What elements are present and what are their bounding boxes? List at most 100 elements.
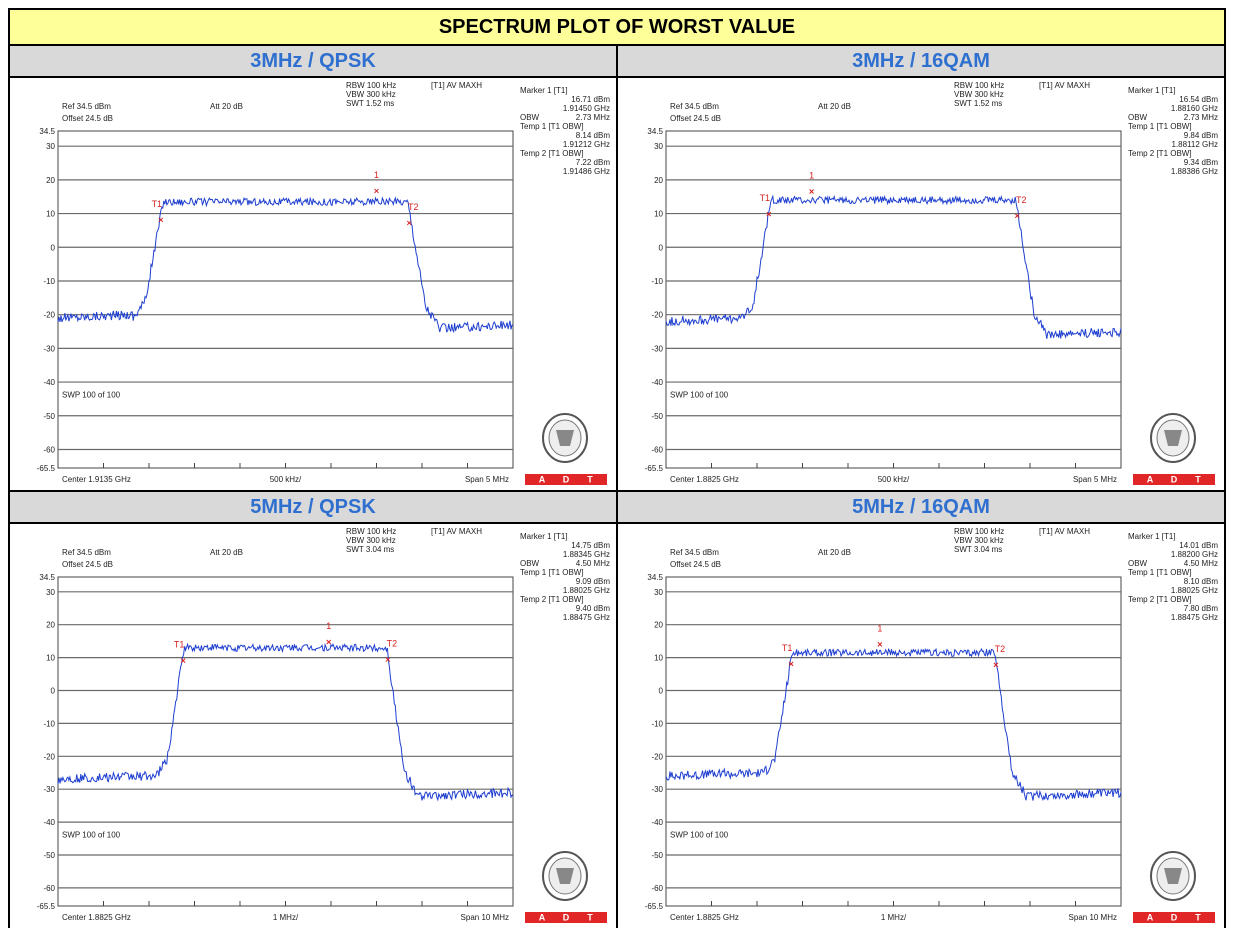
- y-tick-label: 20: [46, 176, 55, 185]
- readout-line: Temp 1 [T1 OBW]: [1128, 568, 1192, 577]
- marker-label: T2: [995, 644, 1006, 654]
- spectrum-trace: [665, 647, 1122, 802]
- y-tick-label: 30: [46, 588, 55, 597]
- readout-line: 8.10 dBm: [1184, 577, 1219, 586]
- adt-letter: T: [587, 475, 593, 485]
- temp-marker: T2: [406, 202, 419, 226]
- attenuation-label: Att 20 dB: [210, 548, 243, 557]
- readout-line: 1.88475 GHz: [563, 613, 610, 622]
- attenuation-label: Att 20 dB: [818, 102, 851, 111]
- y-tick-label: 30: [654, 588, 663, 597]
- center-freq-label: Center 1.9135 GHz: [62, 475, 131, 484]
- readout-line: 1.88025 GHz: [1171, 586, 1218, 595]
- y-tick-label: -10: [43, 277, 55, 286]
- marker-label: T1: [174, 640, 185, 650]
- y-tick-label: -65.5: [37, 902, 56, 911]
- y-tick-label: -65.5: [37, 464, 56, 473]
- readout-line: 1.88200 GHz: [1171, 550, 1218, 559]
- readout-line: 1.91212 GHz: [563, 140, 610, 149]
- sweep-count-label: SWP 100 of 100: [62, 830, 121, 839]
- readout-line: 1.88160 GHz: [1171, 104, 1218, 113]
- y-tick-label: -50: [43, 412, 55, 421]
- y-tick-label: -30: [651, 785, 663, 794]
- readout-line: 14.75 dBm: [571, 541, 610, 550]
- y-tick-label: -10: [43, 719, 55, 728]
- cell-heading: 3MHz / QPSK: [10, 46, 616, 78]
- readout-line: 1.88025 GHz: [563, 586, 610, 595]
- bureau-veritas-seal-icon: [1150, 413, 1196, 463]
- vbw-label: VBW 300 kHz: [954, 536, 1004, 545]
- marker-label: 1: [809, 171, 814, 181]
- trace-mode-label: [T1] AV MAXH: [431, 81, 482, 90]
- report-sheet: SPECTRUM PLOT OF WORST VALUE 3MHz / QPSK…: [8, 8, 1226, 936]
- readout-line: OBW: [1128, 113, 1148, 122]
- y-tick-label: -50: [651, 851, 663, 860]
- sweep-count-label: SWP 100 of 100: [670, 830, 729, 839]
- readout-line: 2.73 MHz: [1184, 113, 1218, 122]
- swt-label: SWT 3.04 ms: [346, 545, 394, 554]
- rbw-label: RBW 100 kHz: [954, 81, 1004, 90]
- ref-level-label: Ref 34.5 dBm: [670, 102, 719, 111]
- y-tick-label: 10: [46, 654, 55, 663]
- trace-mode-label: [T1] AV MAXH: [1039, 527, 1090, 536]
- div-label: 500 kHz/: [270, 475, 302, 484]
- y-tick-label: -60: [43, 445, 55, 454]
- peak-marker: 1: [809, 171, 814, 194]
- plot-frame: [57, 130, 514, 469]
- readout-line: 7.22 dBm: [576, 158, 611, 167]
- y-tick-label: 10: [46, 210, 55, 219]
- seal-ring: [1150, 413, 1196, 463]
- bureau-veritas-seal-icon: [542, 851, 588, 901]
- y-tick-label: -30: [43, 785, 55, 794]
- temp-marker: T2: [993, 644, 1006, 668]
- y-tick-label: -20: [651, 311, 663, 320]
- cell-heading: 5MHz / QPSK: [10, 492, 616, 524]
- column-divider: [616, 46, 618, 926]
- rbw-label: RBW 100 kHz: [954, 527, 1004, 536]
- offset-label: Offset 24.5 dB: [62, 114, 113, 123]
- seal-shield: [1164, 430, 1182, 446]
- swt-label: SWT 1.52 ms: [954, 99, 1002, 108]
- y-tick-label: -65.5: [645, 902, 664, 911]
- y-tick-label: 0: [51, 243, 56, 252]
- y-tick-label: 30: [654, 142, 663, 151]
- adt-letter: A: [539, 475, 546, 485]
- y-tick-label: -60: [651, 445, 663, 454]
- span-label: Span 10 MHz: [461, 913, 509, 922]
- marker-symbol: [1014, 213, 1020, 219]
- spectrum-plot: RBW 100 kHz VBW 300 kHz SWT 1.52 ms [T1] AV…: [618, 78, 1224, 490]
- y-tick-label: -20: [651, 752, 663, 761]
- cell-heading: 5MHz / 16QAM: [618, 492, 1224, 524]
- readout-line: 9.40 dBm: [576, 604, 611, 613]
- readout-line: OBW: [520, 113, 540, 122]
- marker-symbol: [385, 657, 391, 662]
- readout-line: 1.91486 GHz: [563, 167, 610, 176]
- vbw-label: VBW 300 kHz: [346, 90, 396, 99]
- readout-line: Temp 2 [T1 OBW]: [520, 595, 584, 604]
- marker-symbol: [877, 642, 883, 647]
- y-tick-label: 0: [51, 687, 56, 696]
- seal-ring: [1150, 851, 1196, 901]
- adt-bar: [1133, 474, 1215, 485]
- adt-letter: A: [1147, 913, 1154, 923]
- seal-shield: [1164, 868, 1182, 884]
- readout-line: Temp 2 [T1 OBW]: [1128, 149, 1192, 158]
- temp-marker: T1: [152, 199, 164, 223]
- readout-line: 16.71 dBm: [571, 95, 610, 104]
- marker-label: T2: [408, 202, 419, 212]
- spectrum-plot: RBW 100 kHz VBW 300 kHz SWT 1.52 ms [T1] AV…: [10, 78, 616, 490]
- marker-label: T2: [387, 639, 398, 649]
- trace-mode-label: [T1] AV MAXH: [431, 527, 482, 536]
- y-tick-label: 34.5: [39, 127, 55, 136]
- adt-letter: D: [563, 475, 570, 485]
- marker-symbol: [406, 220, 412, 226]
- y-tick-label: 0: [659, 243, 664, 252]
- cell-3mhz-qpsk: 3MHz / QPSK RBW 100 kHz VBW 300 kHz SWT 1.…: [10, 46, 616, 490]
- readout-line: 1.88386 GHz: [1171, 167, 1218, 176]
- readout-line: 1.88475 GHz: [1171, 613, 1218, 622]
